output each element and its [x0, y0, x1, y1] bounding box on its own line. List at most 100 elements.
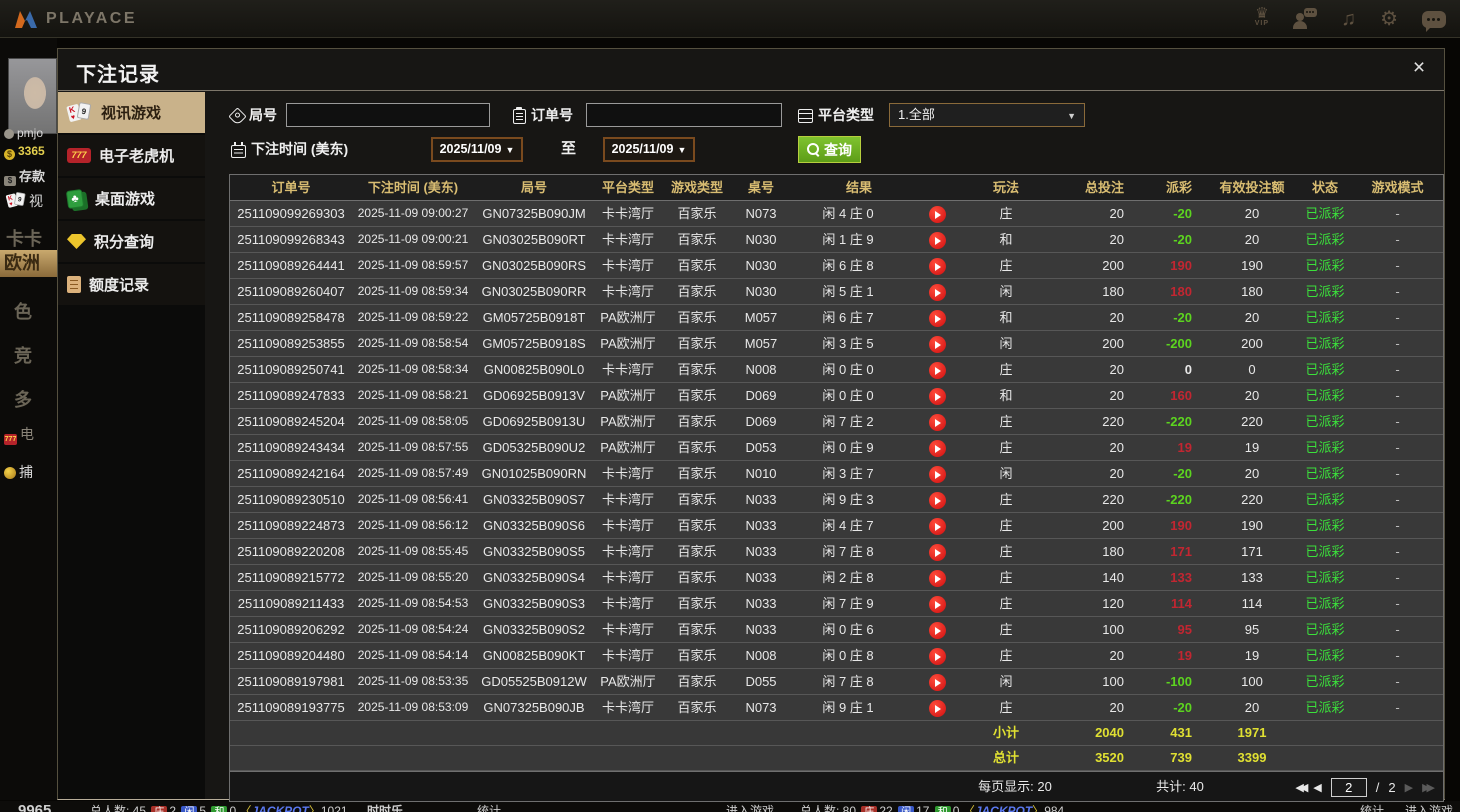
per-page-label: 每页显示: 20 — [978, 779, 1052, 794]
platform-type-select[interactable]: 1.全部 — [889, 103, 1085, 127]
table-row: 251109089243434 2025-11-09 08:57:55 GD0532… — [230, 435, 1443, 461]
stats-button-2: 统计 — [1360, 804, 1385, 812]
cell-table-no: N033 — [745, 544, 777, 559]
grand-total-total-bet: 3520 — [1095, 750, 1124, 765]
tag-icon — [228, 107, 247, 126]
sidebar-item-3[interactable]: 积分查询 — [58, 221, 205, 262]
cell-bet-on: 庄 — [999, 700, 1013, 715]
grand-total-valid-bet: 3399 — [1237, 750, 1267, 765]
cell-platform: 卡卡湾厅 — [601, 544, 654, 559]
sidebar-item-1[interactable]: 777 电子老虎机 — [58, 135, 205, 176]
next-page-icon[interactable]: ▶ — [1404, 781, 1414, 794]
cell-payout: -20 — [1173, 310, 1192, 325]
play-video-button[interactable] — [928, 258, 946, 276]
cell-table-no: D069 — [745, 414, 777, 429]
sidebar-item-4[interactable]: 额度记录 — [58, 264, 205, 305]
cell-payout: 160 — [1170, 388, 1192, 403]
cell-result: 闲 7 庄 2 — [822, 414, 874, 429]
sidebar-item-2[interactable]: ♣ 桌面游戏 — [58, 178, 205, 219]
cell-valid-bet: 190 — [1241, 518, 1263, 533]
table-row: 251109089247833 2025-11-09 08:58:21 GD0692… — [230, 383, 1443, 409]
play-video-button[interactable] — [928, 596, 946, 614]
cell-result: 闲 6 庄 8 — [822, 258, 874, 273]
cell-order-no: 251109089204480 — [237, 648, 345, 663]
cell-game-type: 百家乐 — [677, 674, 717, 689]
order-input[interactable] — [586, 103, 782, 127]
play-video-button[interactable] — [928, 362, 946, 380]
play-video-button[interactable] — [928, 414, 946, 432]
table-row: 251109089258478 2025-11-09 08:59:22 GM0572… — [230, 305, 1443, 331]
video-games-cards-icon: K ♥ 9 — [66, 101, 93, 124]
play-video-button[interactable] — [928, 440, 946, 458]
play-video-button[interactable] — [928, 232, 946, 250]
table-row: 251109089245204 2025-11-09 08:58:05 GD0692… — [230, 409, 1443, 435]
cell-bet-time: 2025-11-09 08:56:41 — [357, 492, 469, 506]
table-info-1: 总人数: 45 庄2 闲5 和0 〈JACKPOT〉1021 — [90, 802, 348, 812]
subtotal-row: 小计 2040 431 1971 — [230, 721, 1443, 746]
play-video-button[interactable] — [928, 284, 946, 302]
total-count-label: 共计: 40 — [1156, 779, 1204, 794]
date-from-picker[interactable]: 2025/11/09 — [431, 137, 523, 162]
nav-se: 色 — [14, 302, 32, 322]
cell-result: 闲 0 庄 8 — [822, 648, 874, 663]
close-icon[interactable]: × — [1412, 56, 1426, 79]
cell-payout: -20 — [1173, 232, 1192, 247]
grand-total-row: 总计 3520 739 3399 — [230, 746, 1443, 771]
header-table-no: 桌号 — [747, 180, 774, 195]
sidebar-item-0[interactable]: K ♥ 9 视讯游戏 — [58, 92, 219, 133]
cell-table-no: N008 — [745, 648, 777, 663]
play-video-button[interactable] — [928, 570, 946, 588]
date-to-picker[interactable]: 2025/11/09 — [603, 137, 695, 162]
cell-result: 闲 9 庄 3 — [822, 492, 874, 507]
subtotal-label: 小计 — [992, 725, 1019, 740]
cell-platform: 卡卡湾厅 — [601, 492, 654, 507]
play-video-button[interactable] — [928, 544, 946, 562]
play-video-button[interactable] — [928, 206, 946, 224]
music-icon[interactable]: ♫ — [1341, 8, 1357, 30]
cell-bet-on: 闲 — [999, 674, 1013, 689]
magnifier-icon — [807, 143, 820, 156]
settings-gear-icon[interactable]: ⚙ — [1380, 8, 1398, 30]
play-video-button[interactable] — [928, 622, 946, 640]
cell-total-bet: 180 — [1102, 544, 1124, 559]
enter-game-button-2: 进入游戏 — [1405, 804, 1454, 812]
dialog-title-bar: 下注记录 × — [58, 49, 1444, 91]
first-page-icon[interactable]: ◀◀ — [1295, 781, 1308, 794]
table-row: 251109099268343 2025-11-09 09:00:21 GN0302… — [230, 227, 1443, 253]
play-video-button[interactable] — [928, 336, 946, 354]
nav-jing: 竞 — [14, 346, 32, 366]
round-input[interactable] — [286, 103, 490, 127]
cell-order-no: 251109099269303 — [237, 206, 345, 221]
table-name: 时时乐 — [367, 804, 404, 812]
play-video-button[interactable] — [928, 674, 946, 692]
cell-order-no: 251109089253855 — [237, 336, 345, 351]
vip-icon[interactable]: ♛ VIP — [1254, 5, 1270, 27]
cell-bet-on: 庄 — [999, 518, 1013, 533]
cell-platform: 卡卡湾厅 — [601, 700, 654, 715]
cell-bet-time: 2025-11-09 08:58:21 — [357, 388, 469, 402]
cell-bet-on: 和 — [999, 232, 1013, 247]
play-video-button[interactable] — [928, 700, 946, 718]
play-video-button[interactable] — [928, 466, 946, 484]
last-page-icon[interactable]: ▶▶ — [1422, 781, 1435, 794]
cell-payout: -220 — [1165, 492, 1192, 507]
cell-round-no: GN03325B090S6 — [483, 518, 585, 533]
prev-page-icon[interactable]: ◀ — [1313, 781, 1322, 794]
play-video-button[interactable] — [928, 388, 946, 406]
chat-bubble-icon[interactable] — [1422, 10, 1446, 32]
cell-round-no: GN00825B090L0 — [483, 362, 585, 377]
cell-status: 已派彩 — [1305, 544, 1345, 559]
cell-total-bet: 20 — [1109, 440, 1124, 455]
subtotal-total-bet: 2040 — [1095, 725, 1124, 740]
cell-bet-on: 闲 — [999, 466, 1013, 481]
play-video-button[interactable] — [928, 492, 946, 510]
cell-total-bet: 220 — [1102, 414, 1124, 429]
background-left-nav: pmjo $3365 $ 存款 K ♥ 9 视 卡卡 欧洲 色 竞 多 777 电 捕 — [0, 38, 57, 800]
page-number-input[interactable] — [1330, 777, 1367, 797]
support-chat-icon[interactable] — [1293, 8, 1318, 30]
play-video-button[interactable] — [928, 518, 946, 536]
cell-status: 已派彩 — [1305, 674, 1345, 689]
play-video-button[interactable] — [928, 648, 946, 666]
play-video-button[interactable] — [928, 310, 946, 328]
search-button[interactable]: 查询 — [798, 136, 861, 163]
